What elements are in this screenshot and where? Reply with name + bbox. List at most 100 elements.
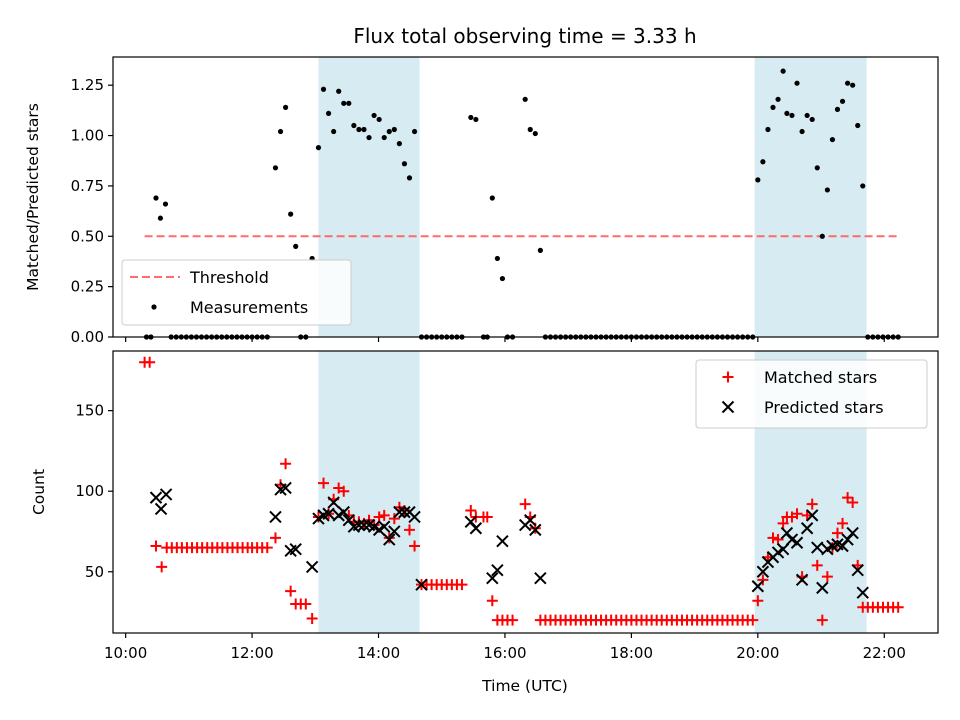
- top-measurement-point: [366, 134, 372, 141]
- bottom-matched-point: [409, 540, 421, 552]
- bottom-matched-point: [767, 532, 779, 544]
- bottom-predicted-point: [486, 572, 499, 585]
- top-measurement-point: [799, 128, 805, 135]
- bottom-matched-point: [403, 524, 415, 536]
- top-measurement-point: [824, 187, 830, 193]
- top-measurement-point: [381, 134, 387, 141]
- top-measurement-point: [153, 195, 159, 201]
- bottom-matched-point: [837, 517, 849, 529]
- bottom-matched-point: [280, 458, 292, 470]
- top-measurement-point: [371, 112, 377, 119]
- bottom-axes-frame: [112, 350, 939, 634]
- top-measurement-point: [804, 112, 810, 119]
- bottom-predicted-point: [800, 522, 814, 535]
- bottom-legend-label: Matched stars: [764, 368, 877, 387]
- top-measurement-point: [839, 98, 846, 104]
- legend-matched-handle: [722, 371, 734, 383]
- top-measurement-point: [829, 136, 836, 143]
- bottom-matched-point: [507, 614, 519, 626]
- bottom-predicted-point: [534, 572, 547, 585]
- top-y-tick-label: 1.00: [71, 127, 104, 145]
- bottom-predicted-point: [154, 502, 168, 516]
- bottom-matched-point: [373, 511, 385, 523]
- bottom-matched-point: [144, 356, 156, 368]
- top-measurement-point: [331, 128, 337, 135]
- bottom-matched-point: [806, 498, 818, 510]
- top-measurement-point: [406, 175, 413, 181]
- top-y-tick-label: 1.25: [71, 76, 104, 94]
- bottom-predicted-point: [811, 541, 824, 554]
- bottom-predicted-point: [322, 507, 335, 520]
- bottom-legend-box: [695, 359, 928, 429]
- top-measurement-point: [468, 114, 474, 121]
- top-measurement-point: [765, 126, 771, 133]
- top-measurement-point: [473, 116, 479, 123]
- bottom-predicted-point: [469, 522, 483, 535]
- x-axis-label: Time (UTC): [481, 677, 568, 695]
- bottom-predicted-point: [398, 505, 411, 519]
- bottom-predicted-point: [851, 563, 864, 577]
- bottom-x-tick-label: 18:00: [610, 644, 653, 662]
- bottom-matched-point: [156, 561, 168, 573]
- top-panel: 0.00 0.25 0.50 0.75 1.00 1.25 Threshold Measure…: [71, 56, 939, 346]
- bottom-predicted-point: [149, 491, 163, 504]
- bottom-predicted-point: [496, 534, 509, 548]
- top-measurement-point: [356, 126, 362, 133]
- top-measurement-point: [760, 159, 766, 165]
- bottom-legend-label: Predicted stars: [764, 398, 884, 417]
- bottom-matched-point: [388, 513, 400, 525]
- top-measurement-point: [411, 128, 418, 135]
- bottom-x-tick-label: 20:00: [736, 644, 779, 662]
- top-measurement-point: [346, 100, 352, 106]
- bottom-predicted-point: [529, 523, 542, 537]
- top-measurement-point: [336, 88, 342, 94]
- bottom-predicted-point: [269, 510, 282, 524]
- top-measurement-point: [282, 104, 289, 110]
- bottom-predicted-point: [805, 509, 819, 522]
- bottom-matched-point: [150, 540, 162, 552]
- bottom-matched-point: [747, 614, 759, 626]
- top-measurement-point: [396, 141, 402, 147]
- top-measurement-point: [522, 96, 528, 102]
- top-measurement-point: [784, 110, 790, 117]
- bottom-predicted-point: [491, 563, 504, 577]
- top-measurement-point: [834, 106, 841, 112]
- bottom-matched-point: [842, 492, 854, 504]
- bottom-matched-point: [285, 585, 297, 597]
- bottom-predicted-point: [846, 526, 859, 540]
- bottom-predicted-point: [756, 565, 770, 578]
- bottom-matched-point: [816, 614, 828, 626]
- top-y-tick-label: 0.25: [71, 278, 104, 296]
- bottom-matched-point: [318, 477, 330, 489]
- bottom-predicted-point: [751, 580, 765, 593]
- bottom-matched-point: [261, 542, 273, 554]
- top-measurement-point: [293, 243, 299, 249]
- top-shaded-interval-1: [754, 57, 867, 337]
- top-measurement-point: [794, 80, 800, 86]
- top-measurement-point: [532, 130, 538, 137]
- top-axes-frame: [112, 56, 939, 338]
- top-measurement-point: [844, 80, 851, 86]
- bottom-matched-point: [777, 517, 789, 529]
- top-measurement-point: [361, 126, 367, 133]
- top-measurement-point: [162, 201, 169, 207]
- bottom-x-tick-label: 22:00: [863, 644, 906, 662]
- bottom-y-tick-label: 100: [75, 482, 104, 500]
- top-measurement-point: [489, 195, 495, 201]
- bottom-series-1: [149, 481, 869, 599]
- bottom-y-tick-label: 150: [75, 402, 104, 420]
- bottom-matched-point: [847, 496, 859, 508]
- bottom-predicted-point: [393, 505, 406, 519]
- bottom-x-tick-label: 16:00: [483, 644, 526, 662]
- top-measurement-point: [789, 112, 795, 119]
- bottom-matched-point: [821, 571, 833, 583]
- top-measurement-point: [494, 255, 500, 262]
- top-measurement-point: [775, 96, 781, 102]
- top-measurement-point: [386, 128, 392, 135]
- bottom-matched-point: [831, 527, 843, 539]
- bottom-predicted-point: [357, 518, 371, 532]
- top-measurement-point: [288, 211, 294, 217]
- bottom-predicted-point: [289, 542, 302, 556]
- top-measurement-point: [272, 165, 279, 171]
